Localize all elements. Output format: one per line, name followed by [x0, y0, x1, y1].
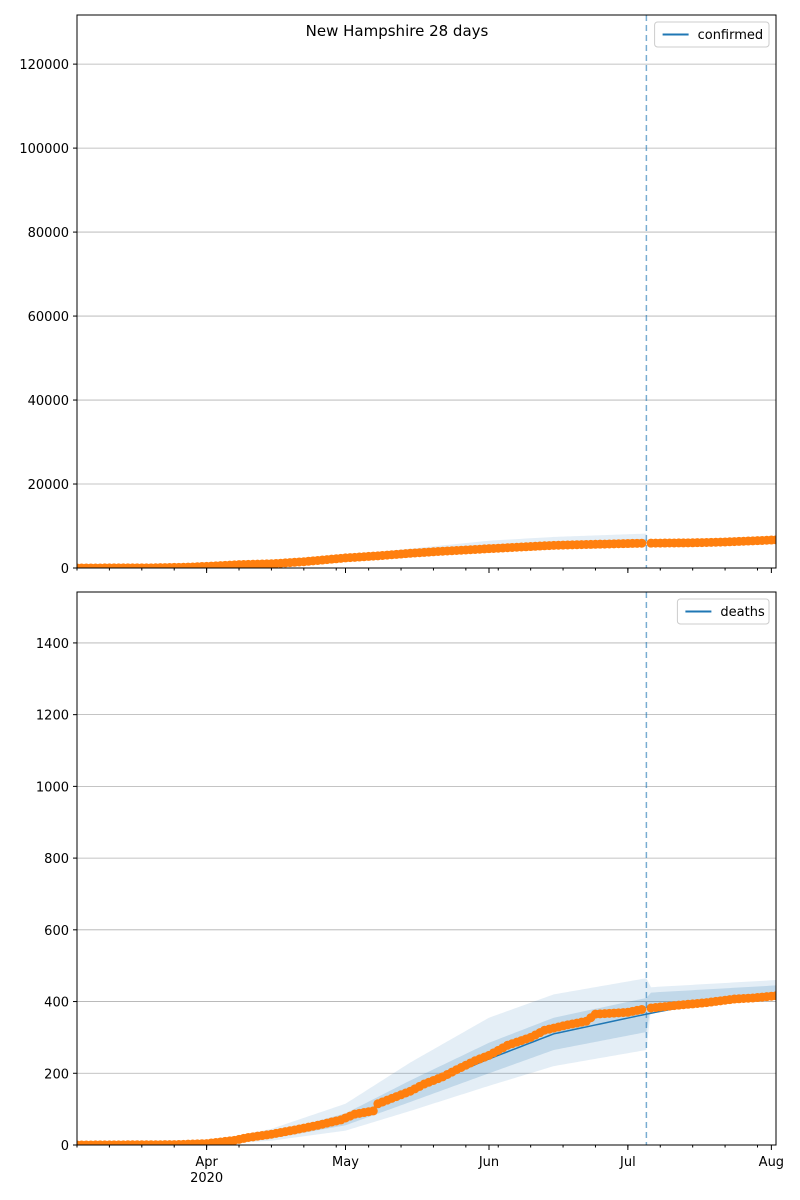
axes-frame [76, 14, 777, 569]
chart-title: New Hampshire 28 days [306, 22, 489, 40]
legend: deaths [676, 598, 770, 625]
x-tick-label: Jun [478, 1155, 499, 1170]
observed-point [637, 538, 647, 548]
y-tick-label: 120000 [19, 58, 69, 73]
y-tick-label: 0 [61, 1139, 69, 1154]
y-tick-label: 80000 [28, 226, 69, 241]
y-tick-label: 100000 [19, 142, 69, 157]
y-tick-label: 60000 [28, 310, 69, 325]
legend-label: confirmed [698, 28, 764, 43]
confirmed-panel: 0 20000 40000 60000 80000 100000 120000 confirm… [19, 14, 777, 577]
y-tick-label: 200 [44, 1067, 69, 1082]
confidence-band-outer [77, 978, 776, 1145]
observed-point [637, 1004, 647, 1014]
observed-point [771, 991, 776, 1001]
confidence-band-inner [77, 985, 776, 1145]
y-tick-label: 40000 [28, 394, 69, 409]
x-tick-label: Apr [195, 1155, 218, 1170]
legend-box [676, 598, 770, 625]
confidence-band-outer [77, 533, 647, 568]
plot-area [77, 533, 776, 568]
y-tick-label: 1200 [36, 709, 69, 724]
observed-point [771, 535, 776, 545]
y-tick-label: 800 [44, 852, 69, 867]
legend-label: deaths [720, 605, 765, 620]
x-tick-label: May [332, 1155, 359, 1170]
x-tick-label: 2020 [190, 1171, 223, 1186]
y-tick-label: 1000 [36, 780, 69, 795]
y-tick-label: 400 [44, 996, 69, 1011]
x-tick-label: Jul [619, 1155, 636, 1170]
y-tick-label: 0 [61, 562, 69, 577]
axes-frame [76, 591, 777, 1146]
plot-area [77, 978, 776, 1145]
legend-box [654, 21, 770, 48]
legend: confirmed [654, 21, 770, 48]
x-tick-label: Aug [759, 1155, 784, 1170]
y-tick-label: 1400 [36, 637, 69, 652]
y-tick-label: 20000 [28, 478, 69, 493]
y-tick-label: 600 [44, 924, 69, 939]
observed-point [368, 1106, 378, 1116]
